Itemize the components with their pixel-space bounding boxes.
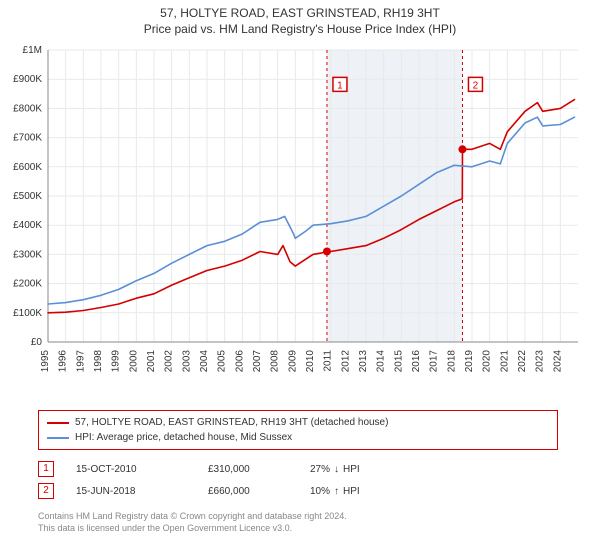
x-tick-label: 2019 <box>464 350 475 373</box>
transaction-date: 15-OCT-2010 <box>76 464 186 475</box>
y-tick-label: £200K <box>13 279 42 290</box>
y-tick-label: £0 <box>31 337 43 348</box>
transaction-date: 15-JUN-2018 <box>76 486 186 497</box>
x-tick-label: 1997 <box>75 350 86 373</box>
y-tick-label: £1M <box>23 45 42 56</box>
line-chart: £0 £100K £200K £300K £400K £500K £600K £700K £80… <box>0 40 600 400</box>
transaction-vs-hpi: 27%↓HPI <box>310 464 410 475</box>
marker-badge-number: 1 <box>337 80 343 91</box>
y-tick-label: £600K <box>13 162 42 173</box>
x-tick-label: 2003 <box>181 350 192 373</box>
transaction-row: 1 15-OCT-2010 £310,000 27%↓HPI <box>38 458 558 480</box>
marker-badge-number: 2 <box>473 80 479 91</box>
series-hpi <box>48 117 575 304</box>
y-tick-label: £700K <box>13 133 42 144</box>
transactions-table: 1 15-OCT-2010 £310,000 27%↓HPI 2 15-JUN-2018 £… <box>38 458 558 502</box>
x-tick-label: 2009 <box>287 350 298 373</box>
legend-swatch <box>47 422 69 424</box>
x-tick-label: 2006 <box>234 350 245 373</box>
x-tick-label: 2014 <box>376 350 387 373</box>
x-tick-label: 2002 <box>164 350 175 373</box>
y-tick-label: £900K <box>13 74 42 85</box>
legend: 57, HOLTYE ROAD, EAST GRINSTEAD, RH19 3H… <box>38 410 558 450</box>
x-tick-label: 2001 <box>146 350 157 373</box>
x-tick-label: 1996 <box>58 350 69 373</box>
transaction-marker: 2 <box>38 483 54 499</box>
x-tick-label: 2021 <box>499 350 510 373</box>
legend-label: HPI: Average price, detached house, Mid … <box>75 430 292 445</box>
x-tick-label: 2005 <box>217 350 228 373</box>
transaction-price: £660,000 <box>208 486 288 497</box>
transaction-price: £310,000 <box>208 464 288 475</box>
legend-row: HPI: Average price, detached house, Mid … <box>47 430 549 445</box>
chart-title-address: 57, HOLTYE ROAD, EAST GRINSTEAD, RH19 3H… <box>0 6 600 20</box>
attribution-line-1: Contains HM Land Registry data © Crown c… <box>38 510 558 522</box>
x-tick-label: 2018 <box>446 350 457 373</box>
x-tick-label: 2007 <box>252 350 263 373</box>
x-axis: 1995 1996 1997 1998 1999 2000 2001 2002 2003 2004… <box>40 50 563 372</box>
x-tick-label: 2015 <box>393 350 404 373</box>
x-tick-label: 2013 <box>358 350 369 373</box>
y-tick-label: £500K <box>13 191 42 202</box>
chart-subtitle: Price paid vs. HM Land Registry's House … <box>0 22 600 36</box>
x-tick-label: 2024 <box>552 350 563 373</box>
transaction-row: 2 15-JUN-2018 £660,000 10%↑HPI <box>38 480 558 502</box>
y-tick-label: £300K <box>13 249 42 260</box>
x-tick-label: 1995 <box>40 350 51 373</box>
y-tick-label: £100K <box>13 308 42 319</box>
x-tick-label: 1998 <box>93 350 104 373</box>
x-tick-label: 2020 <box>482 350 493 373</box>
marker-dot <box>323 247 331 255</box>
x-tick-label: 1999 <box>111 350 122 373</box>
x-tick-label: 2012 <box>340 350 351 373</box>
arrow-up-icon: ↑ <box>334 486 339 497</box>
x-tick-label: 2011 <box>323 350 334 372</box>
y-tick-label: £400K <box>13 220 42 231</box>
x-tick-label: 2004 <box>199 350 210 373</box>
legend-row: 57, HOLTYE ROAD, EAST GRINSTEAD, RH19 3H… <box>47 415 549 430</box>
legend-swatch <box>47 437 69 439</box>
y-tick-label: £800K <box>13 103 42 114</box>
x-tick-label: 2016 <box>411 350 422 373</box>
series-price_paid <box>48 100 575 313</box>
arrow-down-icon: ↓ <box>334 464 339 475</box>
attribution-line-2: This data is licensed under the Open Gov… <box>38 522 558 534</box>
transaction-marker: 1 <box>38 461 54 477</box>
chart-container: £0 £100K £200K £300K £400K £500K £600K £700K £80… <box>0 40 600 400</box>
transaction-vs-hpi: 10%↑HPI <box>310 486 410 497</box>
x-tick-label: 2017 <box>429 350 440 373</box>
x-tick-label: 2022 <box>517 350 528 373</box>
marker-dot <box>458 145 466 153</box>
legend-label: 57, HOLTYE ROAD, EAST GRINSTEAD, RH19 3H… <box>75 415 388 430</box>
x-tick-label: 2010 <box>305 350 316 373</box>
x-tick-label: 2023 <box>535 350 546 373</box>
x-tick-label: 2000 <box>128 350 139 373</box>
x-tick-label: 2008 <box>270 350 281 373</box>
attribution: Contains HM Land Registry data © Crown c… <box>38 510 558 534</box>
